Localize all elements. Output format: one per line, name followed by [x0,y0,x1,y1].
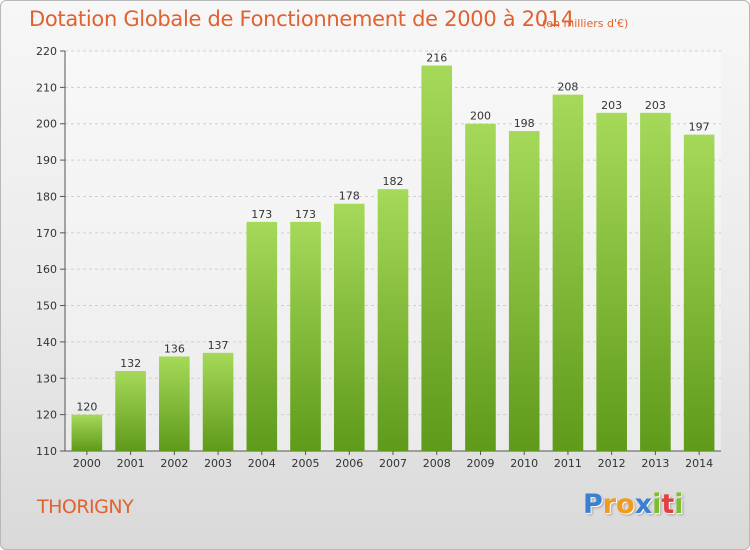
bar-2000 [71,414,103,451]
x-tick-label-2005: 2005 [292,457,320,470]
chart-subtitle: (en milliers d'€) [542,17,629,30]
chart-title: Dotation Globale de Fonctionnement de 20… [29,7,574,31]
x-tick-label-2013: 2013 [641,457,669,470]
y-tick-label: 150 [36,300,57,313]
data-label-2009: 200 [470,110,491,123]
y-tick-label: 220 [36,45,57,58]
data-label-2008: 216 [426,52,447,65]
x-tick-label-2008: 2008 [423,457,451,470]
logo-letter: i [674,489,684,520]
bar-2011 [552,94,584,452]
bar-layer: 120 132 136 137 173 173 178 182 216 200 198 208 203 2… [71,52,715,452]
data-label-2003: 137 [208,339,229,352]
x-tick-label-2007: 2007 [379,457,407,470]
data-label-2014: 197 [689,121,710,134]
logo-letter: P [583,489,603,520]
data-label-2005: 173 [295,208,316,221]
x-tick-label-2001: 2001 [117,457,145,470]
bar-2008 [421,65,453,451]
bar-2007 [377,189,409,451]
data-label-2001: 132 [120,357,141,370]
y-tick-label: 140 [36,336,57,349]
bar-2009 [465,123,496,452]
logo-letter: o [616,489,635,520]
data-label-2000: 120 [76,401,97,414]
y-tick-label: 110 [36,445,57,458]
y-tick-label: 120 [36,409,57,422]
bar-2006 [333,203,365,451]
data-label-2013: 203 [645,99,666,112]
bar-2002 [159,356,190,451]
data-label-2006: 178 [339,190,360,203]
commune-name: THORIGNY [37,496,134,518]
x-tick-label-2012: 2012 [598,457,626,470]
data-label-2012: 203 [601,99,622,112]
bar-2014 [683,134,715,452]
bar-2012 [596,112,627,452]
bar-2004 [246,221,278,451]
logo-letter: i [652,489,662,520]
y-tick-label: 210 [36,81,57,94]
bar-2005 [290,221,321,451]
x-tick-label-2014: 2014 [685,457,713,470]
logo-letter: r [602,489,617,520]
y-tick-label: 170 [36,227,57,240]
x-tick-label-2006: 2006 [335,457,363,470]
data-label-2002: 136 [164,342,185,355]
bar-2010 [508,131,540,451]
bar-2001 [115,371,146,451]
y-tick-label: 200 [36,118,57,131]
data-label-2007: 182 [383,175,404,188]
x-tick-label-2000: 2000 [73,457,101,470]
y-tick-label: 180 [36,190,57,203]
x-tick-label-2009: 2009 [466,457,494,470]
logo-letter: t [661,489,675,520]
bar-2003 [202,352,234,451]
proxiti-logo: Proxiti [583,489,684,520]
x-tick-label-2010: 2010 [510,457,538,470]
x-tick-label-2002: 2002 [160,457,188,470]
bar-2013 [640,112,671,452]
y-tick-label: 160 [36,263,57,276]
x-tick-label-2011: 2011 [554,457,582,470]
data-label-2010: 198 [514,117,535,130]
x-tick-label-2003: 2003 [204,457,232,470]
x-tick-label-2004: 2004 [248,457,276,470]
data-label-2011: 208 [557,81,578,94]
logo-letter: x [634,489,653,520]
y-tick-label: 130 [36,372,57,385]
y-tick-label: 190 [36,154,57,167]
data-label-2004: 173 [251,208,272,221]
